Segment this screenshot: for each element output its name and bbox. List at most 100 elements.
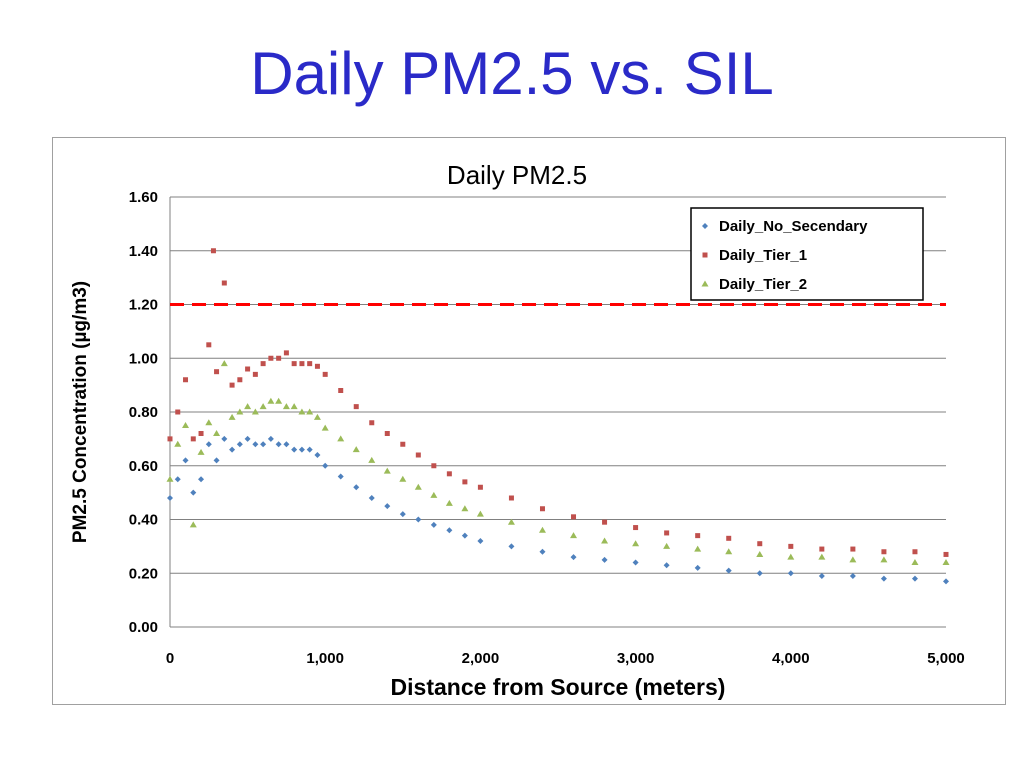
data-point — [167, 495, 173, 501]
legend-marker — [701, 280, 709, 287]
data-point — [282, 403, 290, 410]
y-tick-label: 0.00 — [129, 619, 158, 636]
data-point — [383, 467, 391, 474]
series-Daily_No_Secendary — [167, 435, 949, 585]
data-point — [198, 476, 205, 483]
data-point — [190, 436, 196, 442]
data-point — [298, 408, 306, 415]
data-point — [430, 521, 437, 528]
data-point — [881, 549, 887, 555]
data-point — [507, 518, 515, 525]
data-point — [384, 503, 391, 510]
legend-marker — [702, 252, 708, 258]
data-point — [368, 456, 376, 463]
data-point — [236, 408, 244, 415]
data-point — [221, 280, 227, 286]
data-point — [819, 546, 825, 552]
data-point — [252, 441, 259, 448]
data-point — [943, 551, 949, 557]
data-point — [570, 532, 578, 539]
y-tick-label: 1.20 — [129, 297, 158, 314]
data-point — [290, 403, 298, 410]
data-point — [539, 548, 546, 555]
data-point — [757, 541, 763, 547]
data-point — [210, 248, 216, 254]
x-axis-ticks: 0 1,000 2,000 3,000 4,000 5,000 — [166, 650, 965, 667]
series-Daily_Tier_1 — [167, 248, 949, 557]
chart-title: Daily PM2.5 — [447, 160, 587, 190]
data-point — [912, 549, 918, 555]
data-point — [183, 377, 189, 383]
data-point — [166, 475, 174, 482]
data-point — [175, 409, 181, 415]
data-point — [276, 355, 282, 361]
data-point — [414, 483, 422, 490]
data-point — [205, 419, 213, 426]
data-point — [633, 525, 639, 531]
data-point — [942, 559, 950, 565]
data-point — [415, 516, 422, 523]
data-point — [229, 446, 236, 453]
data-point — [352, 446, 360, 453]
data-point — [570, 554, 577, 561]
data-point — [213, 457, 220, 464]
data-point — [321, 424, 329, 431]
data-point — [337, 435, 345, 442]
data-point — [477, 538, 484, 544]
legend-label: Daily_No_Secendary — [719, 218, 868, 235]
y-tick-label: 1.60 — [129, 189, 158, 206]
data-point — [664, 530, 670, 536]
data-point — [306, 446, 313, 453]
data-point — [663, 562, 670, 569]
data-point — [694, 545, 702, 552]
data-point — [725, 567, 732, 574]
x-tick-label: 5,000 — [927, 650, 965, 667]
data-point — [632, 540, 640, 547]
data-point — [415, 452, 421, 458]
chart-frame: Daily PM2.5 0.00 0.20 0.40 0.60 0.80 1.00 1.20… — [52, 137, 1006, 705]
data-point — [462, 479, 468, 485]
y-tick-label: 0.20 — [129, 565, 158, 582]
data-point — [726, 535, 732, 541]
data-point — [694, 564, 701, 571]
data-point — [911, 559, 919, 565]
data-point — [445, 499, 453, 506]
data-point — [508, 495, 514, 501]
legend-box — [690, 207, 924, 301]
data-point — [220, 360, 228, 367]
data-point — [298, 446, 305, 453]
data-point — [601, 556, 608, 563]
data-point — [268, 355, 274, 361]
data-point — [337, 473, 344, 480]
data-point — [283, 441, 290, 448]
data-point — [353, 404, 359, 410]
data-point — [538, 526, 546, 533]
data-point — [461, 532, 468, 539]
data-point — [446, 527, 453, 534]
data-point — [167, 436, 173, 442]
y-tick-label: 1.40 — [129, 243, 158, 260]
data-points — [166, 248, 950, 585]
data-point — [850, 546, 856, 552]
data-point — [245, 366, 251, 372]
data-point — [787, 570, 794, 577]
data-point — [189, 521, 197, 528]
data-point — [400, 441, 406, 447]
data-point — [306, 408, 314, 415]
x-tick-label: 1,000 — [306, 650, 344, 667]
data-point — [430, 491, 438, 498]
data-point — [307, 361, 313, 367]
data-point — [911, 575, 918, 582]
data-point — [190, 489, 197, 496]
data-point — [399, 475, 407, 482]
data-point — [369, 420, 375, 426]
y-axis-ticks: 0.00 0.20 0.40 0.60 0.80 1.00 1.20 1.40 1.60 — [129, 189, 158, 636]
data-point — [182, 457, 189, 464]
data-point — [601, 537, 609, 544]
data-point — [353, 484, 360, 491]
data-point — [299, 361, 305, 367]
series-Daily_Tier_2 — [166, 360, 950, 565]
data-point — [267, 435, 274, 442]
data-point — [313, 413, 321, 420]
data-point — [880, 556, 888, 563]
